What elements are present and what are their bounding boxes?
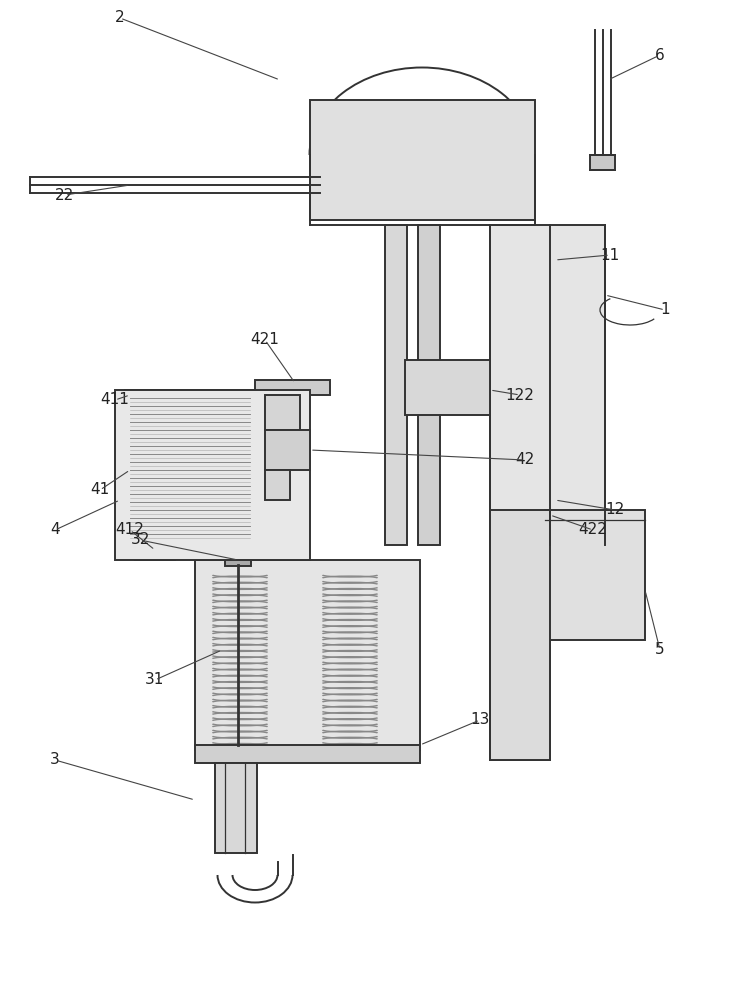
Bar [215,763,257,853]
Text: 12: 12 [605,502,625,518]
Bar [125,395,255,545]
Polygon shape [490,225,605,760]
Text: 1: 1 [660,302,670,318]
Bar [135,545,175,560]
Text: 4: 4 [50,522,60,538]
Text: 411: 411 [101,392,129,408]
Text: 6: 6 [655,47,665,62]
Bar [255,380,330,395]
Bar [125,390,255,402]
Polygon shape [405,360,490,415]
Bar [490,510,550,760]
Polygon shape [265,470,290,500]
Bar [385,225,407,545]
Text: 422: 422 [578,522,608,538]
Text: 22: 22 [56,188,74,202]
Polygon shape [265,395,300,430]
Polygon shape [115,390,310,560]
Text: 5: 5 [655,643,665,658]
Text: 2: 2 [115,10,125,25]
Polygon shape [265,430,310,470]
Polygon shape [310,100,535,220]
Text: 122: 122 [505,387,535,402]
Bar [545,510,645,640]
Text: 421: 421 [251,332,279,348]
Bar [590,155,615,170]
Text: 412: 412 [116,522,144,538]
Text: 3: 3 [50,752,60,768]
Text: 32: 32 [131,532,149,548]
Bar [418,225,440,545]
Bar [225,558,251,566]
Text: 41: 41 [90,483,110,497]
Text: 11: 11 [600,247,620,262]
Polygon shape [195,560,420,750]
Text: 31: 31 [145,672,164,688]
Text: 42: 42 [515,452,535,468]
Text: 13: 13 [470,712,490,728]
Bar [195,745,420,763]
